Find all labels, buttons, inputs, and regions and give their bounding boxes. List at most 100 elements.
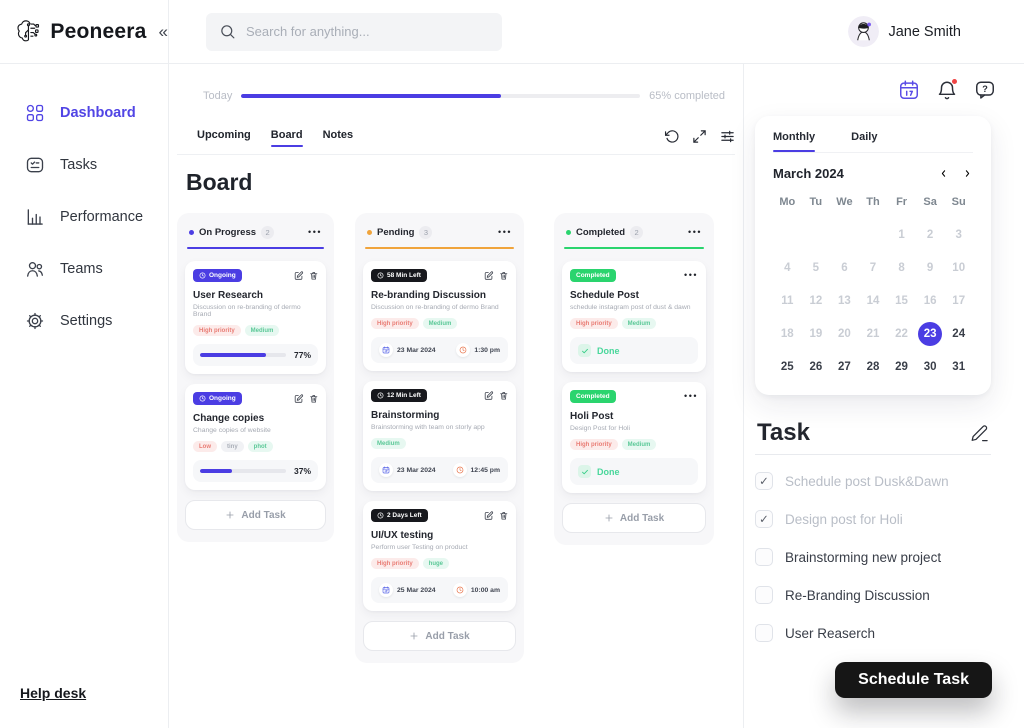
- task-card[interactable]: 12 Min Left Brainstorming Brainstorming …: [363, 381, 516, 491]
- delete-task-icon[interactable]: [309, 271, 319, 281]
- task-card[interactable]: Completed Schedule Post schedule instagr…: [562, 261, 706, 372]
- calendar-day[interactable]: 30: [923, 361, 937, 373]
- calendar-day[interactable]: 22: [895, 328, 908, 340]
- calendar-day[interactable]: 20: [838, 328, 851, 340]
- sidebar-item-tasks[interactable]: Tasks: [25, 155, 168, 175]
- card-description: Brainstorming with team on storly app: [371, 424, 485, 431]
- sidebar-item-performance[interactable]: Performance: [25, 207, 168, 227]
- calendar-day[interactable]: 5: [812, 262, 820, 274]
- sidebar-item-settings[interactable]: Settings: [25, 311, 168, 331]
- card-menu-icon[interactable]: [684, 392, 698, 401]
- next-month-icon[interactable]: [962, 168, 973, 179]
- calendar-day[interactable]: 2: [926, 229, 934, 241]
- task-card[interactable]: Ongoing Change copies Change copies of w…: [185, 384, 326, 490]
- calendar-icon[interactable]: [898, 79, 920, 101]
- task-card[interactable]: 2 Days Left UI/UX testing Perform user T…: [363, 501, 516, 611]
- calendar-day[interactable]: 26: [809, 361, 823, 373]
- search-input[interactable]: [246, 24, 489, 39]
- edit-task-icon[interactable]: [294, 271, 304, 281]
- checkbox[interactable]: [755, 472, 773, 490]
- tab-board[interactable]: Board: [270, 129, 303, 154]
- tab-monthly[interactable]: Monthly: [773, 131, 816, 152]
- calendar-day[interactable]: 25: [780, 361, 794, 373]
- expand-icon[interactable]: [692, 129, 707, 144]
- calendar-day[interactable]: 21: [866, 328, 880, 340]
- calendar-day[interactable]: 13: [838, 295, 851, 307]
- delete-task-icon[interactable]: [499, 391, 509, 401]
- user-menu[interactable]: Jane Smith: [848, 0, 1024, 63]
- tag-medium: Medium: [244, 325, 280, 336]
- calendar-day[interactable]: 10: [952, 262, 966, 274]
- sidebar-collapse-icon[interactable]: [159, 22, 168, 42]
- check-icon: [578, 344, 591, 357]
- calendar-day[interactable]: 27: [838, 361, 851, 373]
- card-menu-icon[interactable]: [684, 271, 698, 280]
- history-icon[interactable]: [664, 129, 679, 144]
- calendar-day[interactable]: 12: [809, 295, 823, 307]
- calendar-day[interactable]: 23: [918, 322, 943, 346]
- column-menu-icon[interactable]: [498, 228, 512, 237]
- add-task-button[interactable]: Add Task: [363, 621, 516, 651]
- task-checklist-item[interactable]: Design post for Holi: [755, 510, 991, 528]
- calendar-day[interactable]: 6: [841, 262, 848, 274]
- sidebar-item-dashboard[interactable]: Dashboard: [25, 103, 168, 123]
- notifications-bell-icon[interactable]: [936, 78, 958, 101]
- column-menu-icon[interactable]: [688, 228, 702, 237]
- column-menu-icon[interactable]: [308, 228, 322, 237]
- user-name: Jane Smith: [888, 23, 961, 40]
- calendar-day[interactable]: 18: [780, 328, 794, 340]
- edit-task-icon[interactable]: [484, 511, 494, 521]
- task-card[interactable]: Ongoing User Research Discussion on re-b…: [185, 261, 326, 374]
- calendar-day[interactable]: 29: [895, 361, 908, 373]
- schedule-task-button[interactable]: Schedule Task: [835, 662, 992, 698]
- due-time: 12:45 pm: [452, 463, 500, 477]
- task-checklist-item[interactable]: Brainstorming new project: [755, 548, 991, 566]
- add-task-button[interactable]: Add Task: [185, 500, 326, 530]
- delete-task-icon[interactable]: [499, 271, 509, 281]
- calendar-day[interactable]: 9: [926, 262, 934, 274]
- calendar-day[interactable]: 15: [895, 295, 908, 307]
- calendar-day[interactable]: 14: [866, 295, 880, 307]
- calendar-day[interactable]: 17: [952, 295, 966, 307]
- help-chat-icon[interactable]: [974, 79, 996, 101]
- calendar-day[interactable]: 11: [781, 295, 794, 307]
- sidebar-item-teams[interactable]: Teams: [25, 259, 168, 279]
- search-box[interactable]: [206, 12, 502, 51]
- checkbox[interactable]: [755, 548, 773, 566]
- task-card[interactable]: 58 Min Left Re-branding Discussion Discu…: [363, 261, 516, 371]
- checkbox[interactable]: [755, 510, 773, 528]
- edit-tasks-pencil-icon[interactable]: [970, 424, 989, 443]
- task-checklist-item[interactable]: Re-Branding Discussion: [755, 586, 991, 604]
- calendar-day[interactable]: 16: [923, 295, 937, 307]
- calendar-day[interactable]: 1: [898, 229, 905, 241]
- tab-daily[interactable]: Daily: [851, 131, 878, 143]
- help-desk-link[interactable]: Help desk: [20, 685, 87, 701]
- task-card[interactable]: Completed Holi Post Design Post for Holi…: [562, 382, 706, 493]
- task-panel-title: Task: [757, 419, 810, 446]
- edit-task-icon[interactable]: [294, 394, 304, 404]
- edit-task-icon[interactable]: [484, 391, 494, 401]
- checkbox[interactable]: [755, 586, 773, 604]
- tag-high-priority: High priority: [371, 318, 419, 329]
- delete-task-icon[interactable]: [499, 511, 509, 521]
- filter-sliders-icon[interactable]: [720, 129, 735, 144]
- task-checklist-item[interactable]: User Reaserch: [755, 624, 991, 642]
- prev-month-icon[interactable]: [938, 168, 949, 179]
- tab-notes[interactable]: Notes: [322, 129, 354, 141]
- calendar-day[interactable]: 3: [955, 229, 962, 241]
- task-checklist-item[interactable]: Schedule post Dusk&Dawn: [755, 472, 991, 490]
- edit-task-icon[interactable]: [484, 271, 494, 281]
- calendar-day[interactable]: 31: [952, 361, 966, 373]
- calendar-day[interactable]: 8: [898, 262, 905, 274]
- checkbox[interactable]: [755, 624, 773, 642]
- calendar-day[interactable]: 28: [866, 361, 880, 373]
- calendar-day[interactable]: 7: [869, 262, 877, 274]
- tab-upcoming[interactable]: Upcoming: [197, 129, 251, 141]
- add-task-button[interactable]: Add Task: [562, 503, 706, 533]
- calendar-day[interactable]: 24: [952, 328, 966, 340]
- daily-progress: Today 65% completed: [177, 90, 735, 102]
- calendar-day[interactable]: 4: [784, 262, 791, 274]
- calendar-day[interactable]: 19: [809, 328, 823, 340]
- chevron-down-icon[interactable]: [970, 25, 984, 39]
- delete-task-icon[interactable]: [309, 394, 319, 404]
